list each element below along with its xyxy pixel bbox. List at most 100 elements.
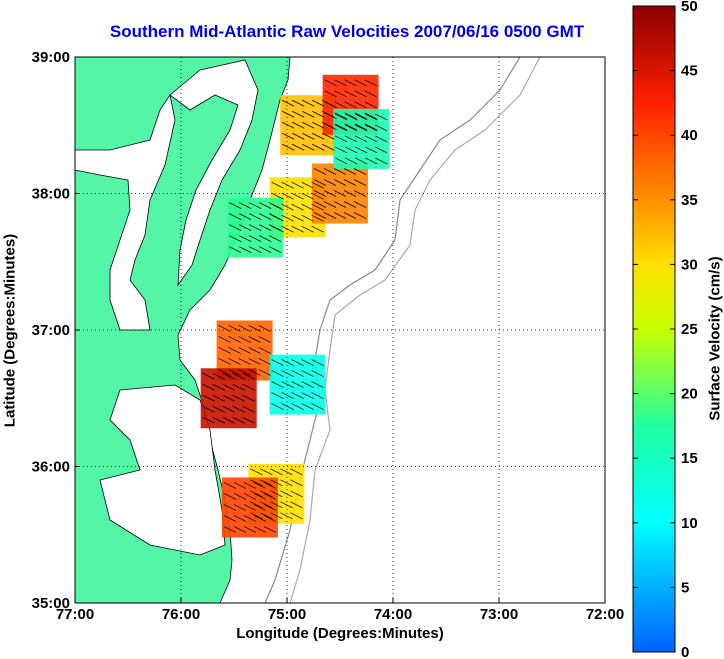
velocity-vector [259,224,272,231]
velocity-vector [223,482,237,489]
velocity-vector [353,168,367,175]
velocity-vector [253,482,267,489]
velocity-vector [253,515,267,522]
velocity-vector [270,468,283,476]
velocity-vector [242,383,255,391]
velocity-vector [281,392,294,399]
colorbar [632,5,676,653]
velocity-vector [271,381,284,388]
isobath-contour-outer [289,57,541,603]
velocity-vector [239,235,252,242]
velocity-vector [281,225,294,233]
velocity-vector [280,512,293,520]
velocity-vector [281,203,294,211]
velocity-vector [334,101,347,109]
velocity-vector [260,479,273,487]
velocity-vector [343,190,357,197]
velocity-vector [281,181,294,189]
velocity-vector [302,110,315,118]
velocity-vector [301,203,314,211]
velocity-vector [242,372,255,380]
velocity-vector [301,381,314,388]
velocity-vector [353,201,367,208]
velocity-vector [263,482,277,489]
velocity-vector [260,468,273,476]
velocity-vector [323,212,337,219]
velocity-vector [223,515,237,522]
velocity-vector [229,213,242,220]
velocity-vector [239,224,252,231]
velocity-vector [343,201,357,208]
velocity-vector [344,101,357,109]
velocity-vector [291,192,304,200]
velocity-vector [355,135,368,143]
x-tick-label: 72:00 [586,606,624,623]
colorbar-tick-label: 40 [681,127,698,144]
velocity-vector [323,201,337,208]
velocity-vector [233,482,247,489]
velocity-vector [218,347,231,354]
velocity-vector [301,403,314,410]
velocity-vector [239,246,252,253]
velocity-vector [324,123,337,131]
colorbar-tick-label: 25 [681,321,698,338]
velocity-vector [281,370,294,377]
y-tick-label: 37:00 [32,322,70,339]
velocity-vector [233,504,247,511]
velocity-vector [364,123,377,131]
velocity-vector [312,143,325,151]
velocity-vector [259,246,272,253]
velocity-vector [202,416,215,424]
velocity-vector [322,143,335,151]
velocity-vector [250,468,263,476]
velocity-vector [312,132,325,140]
velocity-vector [232,383,245,391]
y-tick-label: 38:00 [32,186,70,203]
velocity-vector [243,493,257,500]
velocity-vector [311,181,324,189]
x-axis-label: Longitude (Degrees:Minutes) [236,625,444,642]
colorbar-tick-label: 35 [681,192,698,209]
velocity-vector [270,501,283,509]
velocity-vector [248,325,261,332]
velocity-vector [354,112,367,120]
velocity-vector [335,135,348,143]
velocity-vector [301,181,314,189]
velocity-vector [238,347,251,354]
velocity-vector [212,405,225,413]
velocity-vector [271,192,284,200]
velocity-vector [353,212,367,219]
velocity-vector [253,493,267,500]
velocity-vector [228,325,241,332]
velocity-vector [344,112,357,120]
velocity-vector [280,479,293,487]
velocity-vector [292,99,305,107]
velocity-vector [260,501,273,509]
velocity-vector [302,132,315,140]
velocity-vector [323,168,337,175]
velocity-vector [291,359,304,366]
velocity-vector [249,224,262,231]
velocity-vector [223,504,237,511]
velocity-vector [229,224,242,231]
x-tick-label: 76:00 [162,606,200,623]
velocity-vector [301,214,314,222]
velocity-vector [335,146,348,154]
velocity-vector [228,347,241,354]
velocity-vector [301,392,314,399]
velocity-vector [291,225,304,233]
velocity-vector [290,490,303,498]
velocity-vector [355,157,368,165]
peninsula-water [169,59,259,287]
velocity-vector [281,403,294,410]
velocity-vector [223,526,237,533]
velocity-vector [354,90,367,98]
velocity-vector [212,416,225,424]
velocity-vector [229,202,242,209]
velocity-vector [229,235,242,242]
velocity-vector [270,490,283,498]
velocity-vector [249,202,262,209]
velocity-vector [222,372,235,380]
velocity-vector [355,124,368,132]
